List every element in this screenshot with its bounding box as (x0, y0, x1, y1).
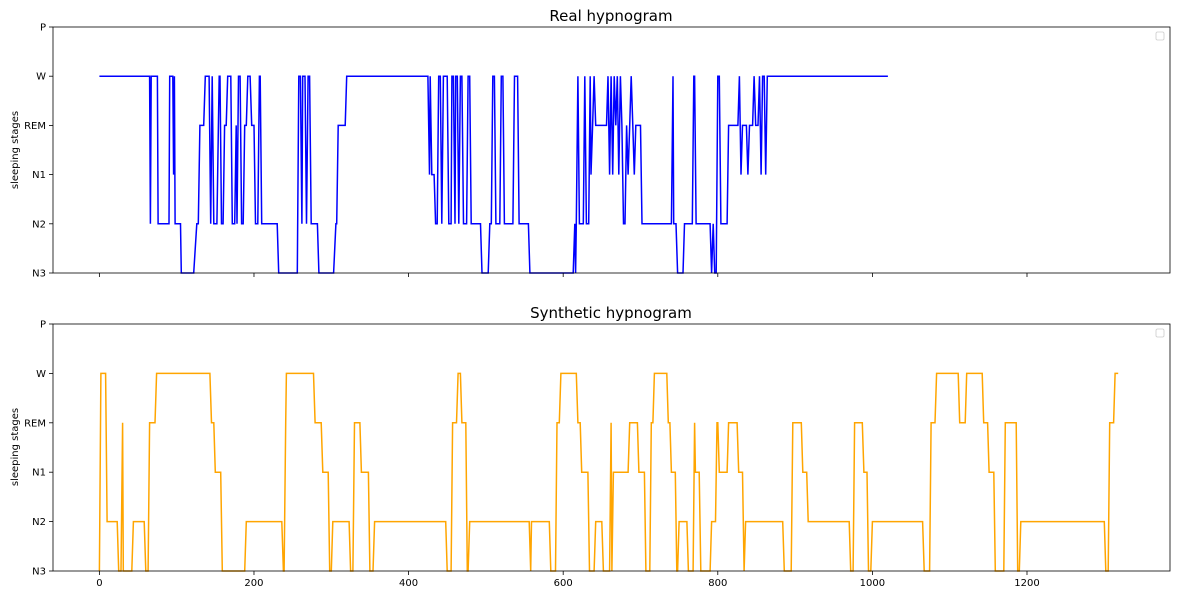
synthetic-hypnogram-xtick-label: 1200 (1014, 578, 1039, 589)
synthetic-hypnogram-ytick-label: N1 (32, 468, 46, 479)
real-hypnogram-ytick-label: REM (24, 121, 46, 132)
synthetic-hypnogram-ytick-label: N3 (32, 567, 46, 578)
synthetic-hypnogram-xtick-label: 0 (96, 578, 102, 589)
synthetic-hypnogram-ytick-label: P (40, 320, 46, 331)
synthetic-hypnogram-legend-box (1155, 328, 1165, 338)
synthetic-hypnogram-ytick-label: N2 (32, 517, 46, 528)
synthetic-hypnogram-xtick-label: 600 (554, 578, 573, 589)
real-hypnogram-title: Real hypnogram (549, 7, 672, 25)
real-hypnogram-panel: Real hypnogram sleeping stages P W REM N1 N2… (10, 7, 1171, 280)
synthetic-hypnogram-xtick-label: 800 (708, 578, 727, 589)
synthetic-hypnogram-axes-frame (52, 323, 1171, 572)
synthetic-hypnogram-series-line (98, 372, 1119, 572)
synthetic-hypnogram-xtick-label: 400 (399, 578, 418, 589)
synthetic-hypnogram-panel: Synthetic hypnogram sleeping stages P W RE… (10, 304, 1171, 589)
real-hypnogram-ytick-label: N1 (32, 170, 46, 181)
synthetic-hypnogram-title: Synthetic hypnogram (530, 304, 692, 322)
real-hypnogram-ytick-label: W (36, 72, 46, 83)
real-hypnogram-ylabel: sleeping stages (10, 111, 21, 189)
synthetic-hypnogram-ytick-label: W (36, 369, 46, 380)
synthetic-hypnogram-xtick-label: 200 (244, 578, 263, 589)
real-hypnogram-ytick-label: N2 (32, 219, 46, 230)
synthetic-hypnogram-ylabel: sleeping stages (10, 408, 21, 486)
real-hypnogram-ytick-label: N3 (32, 269, 46, 280)
synthetic-hypnogram-xtick-label: 1000 (860, 578, 885, 589)
real-hypnogram-ytick-label: P (40, 23, 46, 34)
real-hypnogram-legend-box (1155, 31, 1165, 41)
real-hypnogram-series-line (99, 75, 888, 274)
real-hypnogram-axes-frame (52, 26, 1171, 274)
synthetic-hypnogram-ytick-label: REM (24, 418, 46, 429)
